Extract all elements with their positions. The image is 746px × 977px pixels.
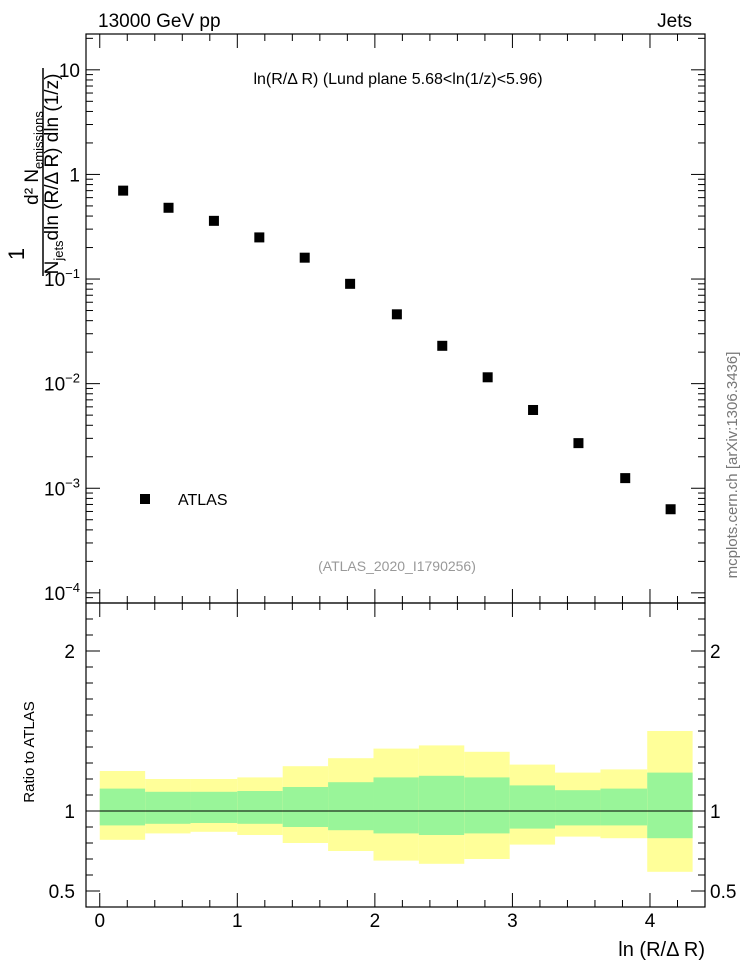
ratio-inner-band-bin bbox=[373, 777, 419, 834]
ratio-inner-band-bin bbox=[237, 791, 283, 824]
watermark: (ATLAS_2020_I1790256) bbox=[318, 558, 476, 574]
data-point bbox=[528, 404, 539, 415]
ratio-inner-band-bin bbox=[99, 788, 146, 826]
main-y-tick-label: 10−1 bbox=[44, 266, 80, 291]
main-ylabel: 1 d² Nemissions Njetsdln (R/Δ R) dln (1/… bbox=[4, 68, 66, 276]
ratio-inner-band-bin bbox=[600, 788, 648, 826]
ratio-inner-band-bin bbox=[328, 782, 374, 831]
header-right-label: Jets bbox=[657, 11, 692, 32]
ratio-y-tick-label-right: 2 bbox=[710, 642, 721, 663]
x-tick-label: 0 bbox=[94, 911, 105, 932]
ratio-inner-band-bin bbox=[464, 777, 510, 834]
main-ylabel-lead: 1 bbox=[4, 248, 29, 260]
ratio-inner-band-bin bbox=[418, 775, 465, 835]
ratio-ticks: 0.5 0.5 1 1 2 2 0 1 2 3 4 bbox=[49, 603, 736, 932]
legend-marker bbox=[140, 494, 150, 504]
data-point bbox=[391, 309, 402, 320]
ratio-ylabel: Ratio to ATLAS bbox=[21, 701, 38, 802]
ratio-inner-band-bin bbox=[145, 791, 191, 824]
data-point bbox=[208, 215, 219, 226]
ratio-inner-band-bin bbox=[647, 772, 693, 839]
ratio-y-tick-label: 2 bbox=[64, 642, 75, 663]
ratio-plot-frame bbox=[85, 602, 706, 908]
data-point bbox=[620, 473, 631, 484]
ratio-bands bbox=[99, 731, 693, 872]
x-tick-label: 1 bbox=[232, 911, 243, 932]
side-credit: mcplots.cern.ch [arXiv:1306.3436] bbox=[724, 352, 741, 579]
data-point bbox=[163, 202, 174, 213]
main-y-tick-label: 10−3 bbox=[44, 475, 80, 500]
ratio-inner-band-bin bbox=[282, 787, 329, 827]
main-y-tick-label: 10−4 bbox=[44, 580, 80, 605]
data-point bbox=[254, 232, 265, 243]
x-tick-label: 3 bbox=[507, 911, 518, 932]
ratio-plot-area bbox=[85, 602, 706, 908]
legend-label: ATLAS bbox=[178, 492, 228, 509]
plot-title: ln(R/Δ R) (Lund plane 5.68<ln(1/z)<5.96) bbox=[253, 71, 542, 88]
x-axis-label: ln (R/Δ R) bbox=[618, 939, 705, 961]
data-point bbox=[573, 438, 584, 449]
data-point bbox=[665, 504, 676, 515]
main-y-tick-label: 10−2 bbox=[44, 371, 80, 396]
ratio-inner-band-bin bbox=[555, 790, 601, 826]
ratio-y-tick-label-right: 1 bbox=[710, 802, 721, 823]
main-data-points bbox=[118, 185, 676, 515]
ratio-y-tick-label: 0.5 bbox=[49, 882, 75, 903]
data-point bbox=[118, 185, 129, 196]
data-point bbox=[299, 252, 310, 263]
data-point bbox=[437, 340, 448, 351]
x-tick-label: 4 bbox=[645, 911, 656, 932]
main-y-ticks: 10−4 10−3 10−2 10−1 1 10 bbox=[44, 34, 705, 605]
x-tick-label: 2 bbox=[370, 911, 381, 932]
main-ylabel-denominator: Njetsdln (R/Δ R) dln (1/z) bbox=[42, 74, 66, 275]
main-y-tick-label: 1 bbox=[69, 165, 80, 186]
header-left-label: 13000 GeV pp bbox=[98, 11, 221, 32]
data-point bbox=[482, 372, 493, 383]
main-y-tick-label: 10 bbox=[59, 61, 80, 82]
ratio-inner-band-bin bbox=[509, 785, 556, 829]
ratio-y-tick-label-right: 0.5 bbox=[710, 882, 736, 903]
ratio-inner-band-bin bbox=[190, 791, 238, 823]
ratio-y-tick-label: 1 bbox=[64, 802, 75, 823]
data-point bbox=[345, 278, 356, 289]
